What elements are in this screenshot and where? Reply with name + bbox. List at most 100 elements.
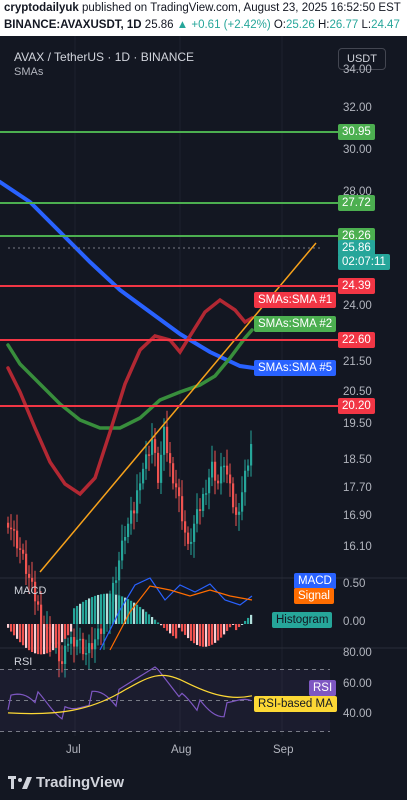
candle-body	[151, 439, 154, 455]
macd-histogram-bar	[43, 624, 46, 655]
candle-body	[121, 540, 124, 561]
footer-logo-text: TradingView	[36, 774, 125, 791]
candle-body	[94, 639, 97, 650]
open-label: O:	[273, 19, 286, 31]
level-price-label: 24.39	[338, 278, 375, 294]
macd-histogram-bar	[70, 624, 73, 632]
macd-histogram-bar	[121, 596, 124, 624]
macd-histogram-bar	[16, 624, 19, 639]
candle-body	[115, 580, 118, 583]
macd-histogram-bar	[172, 624, 175, 636]
candle-body	[67, 643, 70, 646]
macd-histogram-bar	[175, 624, 178, 639]
macd-histogram-bar	[97, 594, 100, 624]
chart-title: AVAX / TetherUS · 1D · BINANCE	[14, 50, 195, 64]
macd-histogram-bar	[157, 622, 160, 624]
candle-body	[13, 529, 16, 531]
macd-histogram-bar	[238, 624, 241, 628]
macd-histogram-bar	[112, 593, 115, 624]
candle-body	[118, 560, 121, 581]
candle-body	[175, 483, 178, 488]
macd-histogram-bar	[250, 614, 253, 624]
macd-histogram-bar	[109, 593, 112, 624]
candle-body	[190, 541, 193, 544]
indicator-name[interactable]: SMAs	[14, 66, 44, 78]
candle-body	[130, 510, 133, 524]
macd-histogram-bar	[193, 624, 196, 644]
candle-body	[154, 439, 157, 453]
price-tick: 17.70	[343, 482, 372, 494]
candle-body	[25, 553, 28, 574]
candle-body	[244, 470, 247, 493]
candle-body	[97, 628, 100, 640]
macd-histogram-bar	[166, 624, 169, 631]
price-chart[interactable]	[0, 36, 407, 766]
macd-histogram-bar	[148, 614, 151, 624]
macd-histogram-bar	[199, 624, 202, 647]
macd-histogram-bar	[241, 624, 244, 625]
macd-histogram-bar	[205, 624, 208, 647]
rsi-line	[7, 666, 252, 720]
macd-histogram-bar	[196, 624, 199, 645]
macd-histogram-bar	[169, 624, 172, 634]
macd-histogram-bar	[235, 624, 238, 631]
macd-histogram-bar	[52, 624, 55, 651]
macd-histogram-bar	[187, 624, 190, 639]
open-value: 25.26	[286, 19, 315, 31]
rsi-label: RSI	[309, 680, 337, 696]
macd-histogram-bar	[58, 624, 61, 646]
candle-body	[7, 522, 10, 528]
macd-histogram-bar	[94, 595, 97, 624]
sma-lines	[0, 180, 256, 497]
macd-title: MACD	[14, 585, 47, 597]
candle-body	[208, 477, 211, 494]
macd-histogram-bar	[178, 624, 181, 628]
level-price-label: 30.95	[338, 124, 375, 140]
candle-body	[64, 645, 67, 664]
macd-label: MACD	[294, 573, 336, 589]
price-tick: 18.50	[343, 454, 372, 466]
macd-histogram-bar	[208, 624, 211, 647]
candle-body	[187, 532, 190, 544]
macd-histogram-bar	[181, 624, 184, 632]
rsi-ma-line	[7, 674, 253, 715]
price-tick: 34.00	[343, 64, 372, 76]
rsi-tick: 80.00	[343, 647, 372, 659]
candle-body	[214, 461, 217, 481]
candle-body	[58, 642, 61, 662]
sma-label: SMAs:SMA #2	[254, 316, 337, 332]
macd-histogram-bar	[82, 601, 85, 624]
symbol-name: BINANCE:AVAXUSDT, 1D	[4, 19, 142, 31]
candle-body	[19, 548, 22, 550]
macd-histogram-bar	[37, 624, 40, 655]
candle-body	[226, 465, 229, 475]
macd-histogram-bar	[76, 605, 79, 624]
macd-histogram-bar	[190, 624, 193, 641]
candle-body	[88, 643, 91, 654]
candle-body	[199, 509, 202, 511]
candle-body	[34, 581, 37, 602]
publish-header: cryptodailyuk published on TradingView.c…	[0, 0, 407, 36]
candle-body	[148, 454, 151, 456]
currency-button[interactable]: USDT	[338, 48, 386, 70]
candle-body	[238, 511, 241, 515]
price-tick: 21.50	[343, 356, 372, 368]
macd-histogram-bar	[184, 624, 187, 635]
candle-body	[79, 638, 82, 641]
author-name[interactable]: cryptodailyuk	[4, 2, 79, 14]
candle-body	[73, 637, 76, 647]
macd-histogram-bar	[13, 624, 16, 636]
macd-histogram-bar	[118, 595, 121, 624]
level-price-label: 27.72	[338, 195, 375, 211]
candle-body	[100, 628, 103, 634]
price-tick: 16.90	[343, 510, 372, 522]
candle-body	[205, 493, 208, 495]
candle-body	[232, 483, 235, 508]
sma2-line	[6, 328, 254, 430]
candle-body	[85, 653, 88, 655]
time-axis-label: Aug	[171, 744, 192, 756]
high-value: 26.77	[329, 19, 359, 31]
signal-line	[109, 585, 253, 651]
candle-body	[178, 487, 181, 497]
candle-countdown: 02:07:11	[338, 254, 390, 270]
